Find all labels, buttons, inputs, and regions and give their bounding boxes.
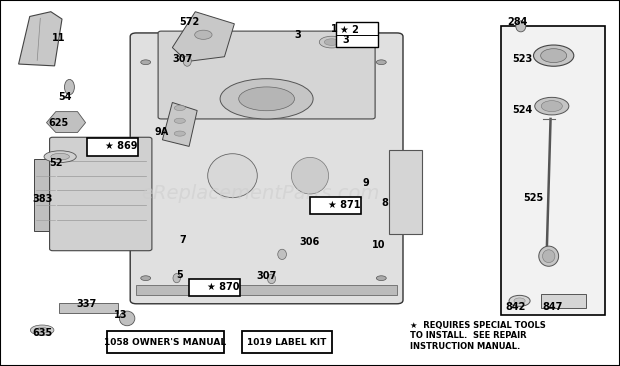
Text: 284: 284: [508, 17, 528, 27]
Text: 523: 523: [513, 53, 533, 64]
Text: 10: 10: [371, 240, 385, 250]
Polygon shape: [46, 112, 86, 132]
Text: 54: 54: [58, 92, 72, 102]
Text: ★ 870: ★ 870: [207, 282, 239, 292]
Ellipse shape: [64, 79, 74, 95]
Text: 625: 625: [49, 117, 69, 128]
Text: 847: 847: [543, 302, 563, 313]
Text: 524: 524: [513, 105, 533, 115]
Ellipse shape: [514, 298, 525, 304]
Bar: [87, 138, 138, 156]
Ellipse shape: [324, 39, 339, 45]
Ellipse shape: [208, 154, 257, 198]
Ellipse shape: [51, 153, 69, 160]
Polygon shape: [34, 159, 57, 231]
Ellipse shape: [119, 311, 135, 326]
Ellipse shape: [184, 56, 191, 66]
Polygon shape: [19, 12, 62, 66]
Ellipse shape: [220, 79, 313, 119]
Text: 307: 307: [257, 271, 277, 281]
Text: 1019 LABEL KIT: 1019 LABEL KIT: [247, 338, 327, 347]
Text: 3: 3: [343, 35, 349, 45]
Ellipse shape: [541, 101, 562, 112]
Text: 5: 5: [177, 269, 183, 280]
Ellipse shape: [174, 118, 185, 123]
Ellipse shape: [44, 151, 76, 163]
Text: 525: 525: [523, 193, 543, 203]
Text: 307: 307: [173, 53, 193, 64]
Text: 9: 9: [363, 178, 369, 188]
FancyBboxPatch shape: [158, 31, 375, 119]
Ellipse shape: [141, 276, 151, 280]
FancyBboxPatch shape: [50, 137, 152, 251]
Ellipse shape: [376, 60, 386, 65]
Bar: [336, 22, 378, 47]
Polygon shape: [162, 102, 197, 146]
Ellipse shape: [539, 246, 559, 266]
Ellipse shape: [542, 250, 555, 263]
Bar: [389, 150, 422, 234]
Text: ★ 869: ★ 869: [105, 141, 137, 152]
Text: 1058 OWNER'S MANUAL: 1058 OWNER'S MANUAL: [105, 338, 226, 347]
Bar: [59, 303, 118, 313]
Ellipse shape: [30, 325, 54, 335]
Ellipse shape: [141, 60, 151, 65]
Text: eReplacementParts.com: eReplacementParts.com: [141, 184, 379, 203]
Text: 337: 337: [77, 299, 97, 309]
Text: ★  REQUIRES SPECIAL TOOLS
TO INSTALL.  SEE REPAIR
INSTRUCTION MANUAL.: ★ REQUIRES SPECIAL TOOLS TO INSTALL. SEE…: [410, 321, 546, 351]
Ellipse shape: [173, 273, 180, 283]
Ellipse shape: [174, 131, 185, 136]
Polygon shape: [172, 12, 234, 61]
Text: 306: 306: [300, 236, 320, 247]
Text: 383: 383: [32, 194, 52, 205]
Ellipse shape: [533, 45, 574, 66]
Ellipse shape: [174, 105, 185, 111]
Bar: [541, 294, 586, 308]
Text: 8: 8: [381, 198, 388, 208]
Text: 7: 7: [180, 235, 186, 245]
Ellipse shape: [541, 49, 567, 63]
Ellipse shape: [268, 274, 275, 284]
Ellipse shape: [195, 30, 212, 39]
Ellipse shape: [376, 276, 386, 280]
Ellipse shape: [278, 249, 286, 259]
Text: 13: 13: [114, 310, 128, 320]
Text: 635: 635: [32, 328, 52, 338]
FancyBboxPatch shape: [130, 33, 403, 304]
Text: 842: 842: [506, 302, 526, 313]
Text: 11: 11: [52, 33, 66, 44]
Text: ★ 2: ★ 2: [340, 25, 358, 35]
Text: 52: 52: [49, 158, 63, 168]
Text: 9A: 9A: [154, 127, 168, 137]
Ellipse shape: [509, 295, 530, 306]
Bar: [189, 279, 240, 296]
Ellipse shape: [36, 327, 48, 333]
Ellipse shape: [516, 21, 526, 32]
Bar: [501, 26, 605, 315]
Bar: [136, 285, 397, 295]
Ellipse shape: [534, 97, 569, 115]
Text: 1: 1: [332, 24, 338, 34]
Text: 3: 3: [294, 30, 301, 40]
Bar: [107, 331, 224, 353]
Ellipse shape: [319, 36, 344, 48]
Text: ★ 871: ★ 871: [328, 200, 360, 210]
Text: 572: 572: [179, 17, 199, 27]
Bar: [242, 331, 332, 353]
Ellipse shape: [239, 87, 294, 111]
Bar: [310, 197, 361, 214]
Ellipse shape: [291, 157, 329, 194]
